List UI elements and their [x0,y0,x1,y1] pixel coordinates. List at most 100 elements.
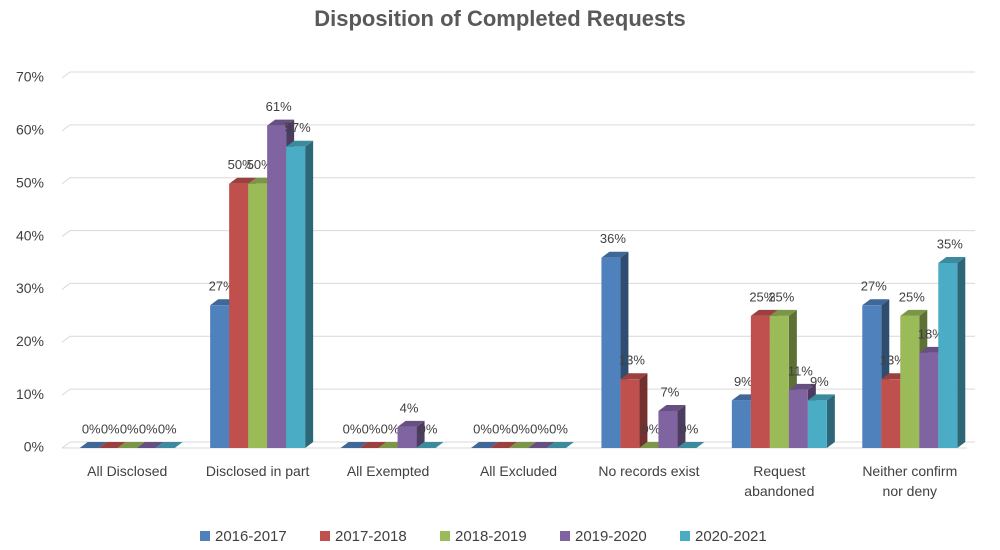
bar-top [98,442,126,448]
legend-label: 2016-2017 [215,528,287,545]
bar [397,426,417,448]
data-label: 0% [158,421,177,436]
bar [286,146,306,448]
bar-top [900,309,928,316]
bar-top [229,177,257,184]
bar-top [471,442,498,448]
bar [881,379,901,448]
bar-top [788,383,816,390]
data-label: 4% [400,400,419,415]
data-label: 27% [861,279,887,294]
data-label: 50% [247,157,273,172]
bar-top [547,442,574,448]
bar-side [639,373,648,448]
bar-side [957,257,966,448]
y-tick-label: 40% [16,227,44,243]
data-label: 0% [492,421,511,436]
legend-label: 2019-2020 [575,528,647,545]
legend-label: 2017-2018 [335,528,407,545]
bar-side [416,420,425,448]
bar-top [79,442,107,448]
bar-top [750,309,778,316]
grid-line [61,124,71,132]
data-label: 0% [82,421,101,436]
chart-title: Disposition of Completed Requests [314,6,686,31]
bar-top [286,140,314,147]
data-label: 25% [768,289,794,304]
grid-line [61,283,71,290]
bar-top [359,442,387,448]
bar [938,263,958,448]
data-label: 25% [899,289,925,304]
bar-top [416,442,444,448]
bar [788,389,808,448]
bar-top [155,442,183,448]
y-tick-label: 30% [16,280,44,296]
data-label: 13% [880,353,906,368]
x-tick-label: Neither confirm nor deny [862,463,958,499]
legend-swatch [200,531,210,541]
bar [731,400,751,448]
grid-line [61,71,71,79]
data-label: 0% [120,421,139,436]
legend-swatch [440,531,450,541]
data-label: 18% [918,326,944,341]
data-label: 13% [619,353,645,368]
bar [807,400,827,448]
bar-side [826,394,835,448]
y-tick-label: 20% [16,333,44,349]
bar-top [862,299,890,306]
y-tick-label: 0% [24,439,44,455]
data-label: 0% [473,421,492,436]
bar-top [658,405,686,411]
legend-swatch [560,531,570,541]
bar-top [340,442,368,448]
bar-side [677,405,686,448]
bar [750,315,770,448]
bar [862,305,882,448]
grid-line [61,441,71,449]
data-label: 27% [209,279,235,294]
bar [769,315,789,448]
data-label: 25% [749,289,775,304]
bar-top [267,119,295,126]
bar [210,305,230,448]
bar-top [601,251,629,258]
data-label: 0% [139,421,158,436]
bar-top [397,420,425,427]
data-label: 0% [642,421,661,436]
x-tick-label: Disclosed in part [205,463,310,479]
bar-top [677,442,705,448]
bar-side [305,140,314,448]
grid-line [61,230,71,237]
bar-top [807,394,835,401]
data-label: 0% [381,421,400,436]
y-tick-label: 70% [16,69,44,85]
bar-top [509,442,536,448]
grid-line [61,177,71,185]
bar-top [938,257,966,263]
bar [267,125,287,449]
legend-swatch [320,531,330,541]
data-label: 0% [343,421,362,436]
bar-top [620,373,648,380]
data-label: 0% [549,421,568,436]
bar [919,352,939,448]
data-label: 0% [680,421,699,436]
bar [229,183,249,448]
bar-top [490,442,517,448]
data-label: 9% [734,374,753,389]
data-label: 57% [285,120,311,135]
y-tick-label: 50% [16,174,44,190]
bar-top [528,442,555,448]
bar [658,411,678,448]
x-tick-label: All Exempted [346,463,430,479]
data-label: 36% [600,231,626,246]
bar [900,315,920,448]
data-label: 0% [511,421,530,436]
data-label: 0% [101,421,120,436]
grid-line [61,388,71,396]
y-tick-label: 10% [16,386,44,402]
grid-line [61,335,71,343]
